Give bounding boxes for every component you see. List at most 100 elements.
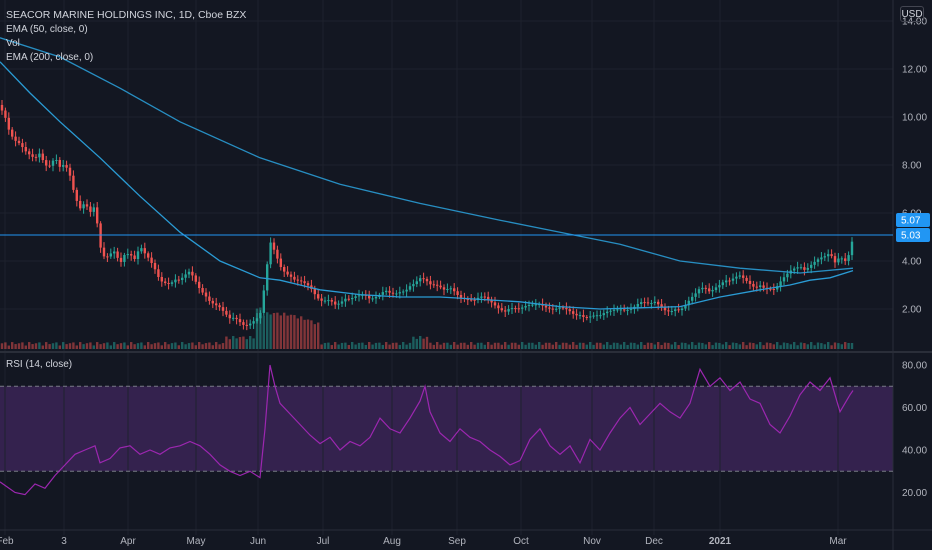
volume-bar xyxy=(606,342,609,349)
candle-body xyxy=(255,318,259,322)
candle-body xyxy=(408,286,412,290)
volume-bar xyxy=(320,344,323,349)
volume-bar xyxy=(701,342,704,349)
price-tick-label: 14.00 xyxy=(902,17,927,28)
candle-body xyxy=(582,315,585,317)
candle-body xyxy=(786,273,789,278)
volume-bar xyxy=(41,345,44,349)
volume-bar xyxy=(85,343,89,349)
candle-body xyxy=(218,305,221,308)
volume-bar xyxy=(575,344,578,349)
candle-body xyxy=(691,296,694,301)
candle-body xyxy=(731,278,735,281)
candle-body xyxy=(7,117,10,130)
candle-body xyxy=(565,307,568,310)
volume-bar xyxy=(769,343,772,349)
candle-body xyxy=(17,140,21,144)
candle-body xyxy=(439,285,442,288)
candle-body xyxy=(592,315,595,317)
legend-volume[interactable]: Vol xyxy=(6,38,20,49)
candle-body xyxy=(269,242,272,265)
candle-body xyxy=(827,254,830,257)
volume-bar xyxy=(68,343,72,349)
volume-bar xyxy=(436,342,439,349)
candle-body xyxy=(548,307,551,309)
volume-bar xyxy=(283,312,286,349)
candle-body xyxy=(398,292,401,294)
volume-bar xyxy=(242,336,245,349)
currency-button[interactable]: USD xyxy=(900,6,924,22)
candle-body xyxy=(85,204,89,207)
candle-body xyxy=(126,254,129,256)
candle-body xyxy=(381,292,384,295)
volume-bar xyxy=(670,344,673,349)
candle-body xyxy=(92,207,95,212)
volume-bar xyxy=(786,343,789,349)
last-price-badge xyxy=(896,228,930,242)
candle-body xyxy=(544,305,548,308)
volume-bar xyxy=(45,342,48,349)
volume-bar xyxy=(143,345,146,349)
volume-bar xyxy=(497,342,500,349)
candle-body xyxy=(531,304,534,306)
candle-body xyxy=(572,311,575,314)
volume-bar xyxy=(589,342,592,349)
volume-bar xyxy=(347,345,350,349)
volume-bar xyxy=(551,344,554,349)
legend-ema200[interactable]: EMA (200, close, 0) xyxy=(6,52,94,63)
volume-bar xyxy=(102,343,106,349)
candle-body xyxy=(806,267,809,270)
candle-body xyxy=(167,283,170,285)
volume-bar xyxy=(106,342,109,349)
volume-bar xyxy=(293,315,296,349)
candle-body xyxy=(164,281,167,284)
volume-bar xyxy=(276,312,279,349)
volume-bar xyxy=(388,344,391,349)
candle-body xyxy=(721,282,724,286)
volume-bar xyxy=(840,344,843,349)
volume-bar xyxy=(718,342,721,349)
time-tick-label: Nov xyxy=(583,536,601,547)
volume-bar xyxy=(544,342,548,349)
volume-bar xyxy=(558,344,561,349)
time-tick-label: Sep xyxy=(448,536,466,547)
candle-body xyxy=(850,241,854,256)
candle-body xyxy=(337,303,340,305)
candle-body xyxy=(558,307,561,309)
volume-bar xyxy=(136,343,140,349)
volume-bar xyxy=(344,342,347,349)
candle-body xyxy=(609,310,612,312)
candle-body xyxy=(415,281,418,285)
legend-ema50[interactable]: EMA (50, close, 0) xyxy=(6,24,88,35)
candle-body xyxy=(89,206,92,212)
volume-bar xyxy=(51,343,55,349)
volume-bar xyxy=(572,342,575,349)
candle-body xyxy=(28,151,31,155)
candle-body xyxy=(102,247,106,257)
volume-bar xyxy=(181,342,184,349)
candle-body xyxy=(300,280,303,282)
volume-bar xyxy=(742,342,745,349)
volume-bar xyxy=(844,342,847,349)
volume-bar xyxy=(470,342,473,349)
candle-body xyxy=(72,175,75,190)
symbol-title[interactable]: SEACOR MARINE HOLDINGS INC, 1D, Cboe BZX xyxy=(6,9,247,21)
candle-body xyxy=(840,258,843,260)
volume-bar xyxy=(599,342,602,349)
candle-body xyxy=(837,258,840,263)
candle-body xyxy=(340,301,344,304)
candle-body xyxy=(4,110,7,118)
time-tick-label: Jun xyxy=(250,536,266,547)
volume-bar xyxy=(582,342,585,349)
volume-bar xyxy=(565,342,568,349)
candle-body xyxy=(578,315,582,317)
volume-bar xyxy=(653,344,656,349)
volume-bar xyxy=(633,342,636,349)
volume-bar xyxy=(473,344,476,349)
volume-bar xyxy=(483,344,486,349)
candle-body xyxy=(524,305,527,308)
volume-bar xyxy=(147,342,150,349)
legend-rsi[interactable]: RSI (14, close) xyxy=(6,359,73,370)
volume-bar xyxy=(79,342,82,349)
